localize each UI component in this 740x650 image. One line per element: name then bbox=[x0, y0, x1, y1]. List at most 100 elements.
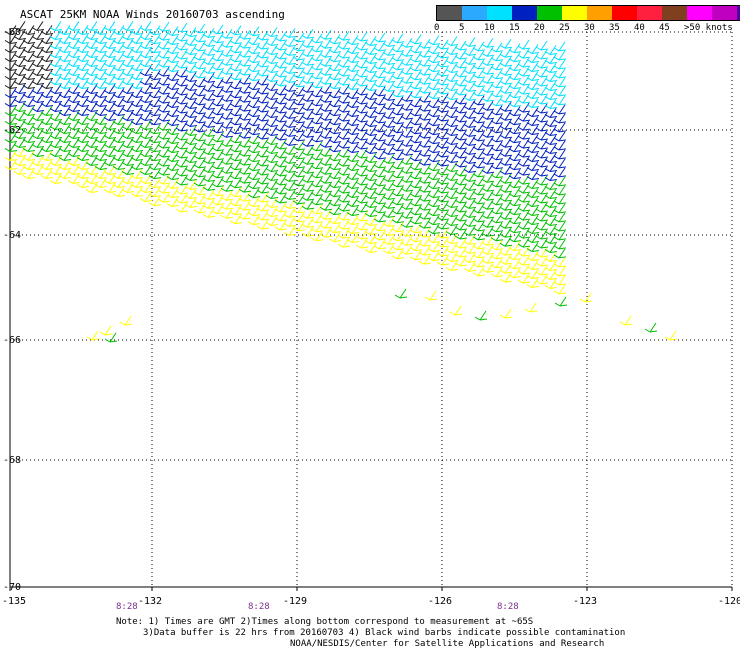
wind-barb bbox=[94, 88, 108, 98]
wind-barb bbox=[526, 278, 540, 289]
wind-barb bbox=[526, 98, 540, 109]
wind-barb bbox=[202, 64, 216, 74]
wind-barb bbox=[436, 246, 450, 257]
wind-barb bbox=[472, 86, 486, 97]
wind-barb bbox=[553, 266, 567, 277]
wind-barb bbox=[364, 225, 378, 235]
wind-barb bbox=[526, 80, 540, 91]
wind-barb bbox=[454, 67, 468, 78]
wind-barb bbox=[319, 29, 333, 40]
wind-barb bbox=[328, 196, 342, 207]
wind-barb bbox=[355, 31, 369, 42]
wind-barb bbox=[58, 25, 72, 35]
wind-barb bbox=[274, 112, 288, 123]
wind-barb bbox=[112, 43, 126, 53]
wind-barb bbox=[436, 39, 450, 50]
wind-barb bbox=[76, 106, 90, 116]
wind-barb bbox=[445, 261, 459, 271]
wind-barb bbox=[364, 243, 378, 253]
wind-barb bbox=[544, 126, 558, 136]
wind-barb bbox=[40, 25, 54, 35]
wind-barb bbox=[76, 79, 90, 89]
wind-barb bbox=[553, 221, 567, 232]
wind-barb bbox=[76, 151, 90, 161]
wind-barb bbox=[166, 26, 180, 37]
wind-barb bbox=[58, 52, 72, 62]
wind-barb bbox=[112, 61, 126, 71]
wind-barb bbox=[490, 105, 504, 116]
wind-barb bbox=[184, 45, 198, 55]
wind-barb bbox=[328, 79, 342, 90]
wind-barb bbox=[328, 88, 342, 99]
wind-barb bbox=[292, 221, 306, 232]
wind-barb bbox=[508, 88, 522, 99]
wind-barb bbox=[364, 45, 378, 55]
wind-barb bbox=[454, 166, 468, 177]
wind-barb bbox=[364, 171, 378, 181]
wind-barb bbox=[436, 255, 450, 266]
wind-barb bbox=[328, 232, 342, 243]
wind-barb bbox=[4, 88, 18, 98]
wind-barb bbox=[544, 135, 558, 145]
wind-barb bbox=[292, 113, 306, 124]
wind-barb bbox=[346, 179, 360, 190]
wind-barb bbox=[454, 40, 468, 51]
wind-barb bbox=[238, 128, 252, 139]
wind-barb bbox=[130, 88, 144, 98]
legend-swatch bbox=[637, 6, 662, 20]
wind-barb bbox=[391, 33, 405, 44]
wind-barb bbox=[382, 118, 396, 128]
wind-barb bbox=[436, 237, 450, 248]
wind-barb bbox=[310, 33, 324, 44]
wind-barb bbox=[148, 25, 162, 36]
wind-barb bbox=[400, 199, 414, 210]
wind-barb bbox=[328, 142, 342, 153]
wind-barb bbox=[508, 268, 522, 279]
wind-barb bbox=[310, 168, 324, 179]
legend-label: 35 bbox=[609, 23, 620, 33]
wind-barb bbox=[449, 305, 463, 316]
wind-barb bbox=[76, 142, 90, 152]
wind-barb bbox=[508, 97, 522, 108]
wind-barb bbox=[463, 262, 477, 272]
wind-barb bbox=[112, 178, 126, 188]
wind-barb bbox=[238, 119, 252, 130]
wind-barb bbox=[364, 36, 378, 46]
wind-barb bbox=[292, 185, 306, 196]
wind-barb bbox=[112, 34, 126, 44]
wind-barb bbox=[274, 175, 288, 186]
wind-barb bbox=[382, 91, 396, 101]
wind-barb bbox=[328, 205, 342, 216]
wind-barb bbox=[4, 52, 18, 62]
wind-barb bbox=[508, 196, 522, 207]
wind-barb bbox=[472, 185, 486, 196]
wind-barb bbox=[256, 75, 270, 86]
wind-barb bbox=[553, 275, 567, 286]
wind-barb bbox=[184, 117, 198, 127]
wind-barb bbox=[166, 197, 180, 208]
wind-barb bbox=[472, 140, 486, 151]
wind-barb bbox=[553, 230, 567, 241]
wind-barb bbox=[382, 73, 396, 83]
x-tick-label: -135 bbox=[2, 596, 26, 607]
wind-barb bbox=[346, 71, 360, 82]
wind-barb bbox=[400, 181, 414, 192]
wind-barb bbox=[400, 190, 414, 201]
wind-barb bbox=[40, 97, 54, 107]
wind-barb bbox=[526, 152, 540, 163]
wind-barb bbox=[238, 191, 252, 202]
wind-barb bbox=[490, 204, 504, 215]
wind-barb bbox=[148, 43, 162, 54]
wind-barb bbox=[490, 231, 504, 242]
wind-barb bbox=[310, 213, 324, 224]
wind-barb bbox=[166, 179, 180, 190]
wind-barb bbox=[148, 106, 162, 117]
wind-barb bbox=[130, 70, 144, 80]
wind-barb bbox=[40, 79, 54, 89]
wind-barb bbox=[382, 136, 396, 146]
wind-barb bbox=[40, 34, 54, 44]
wind-barb bbox=[220, 208, 234, 219]
wind-barb bbox=[112, 25, 126, 35]
wind-barb bbox=[184, 189, 198, 199]
wind-barb bbox=[121, 21, 135, 31]
